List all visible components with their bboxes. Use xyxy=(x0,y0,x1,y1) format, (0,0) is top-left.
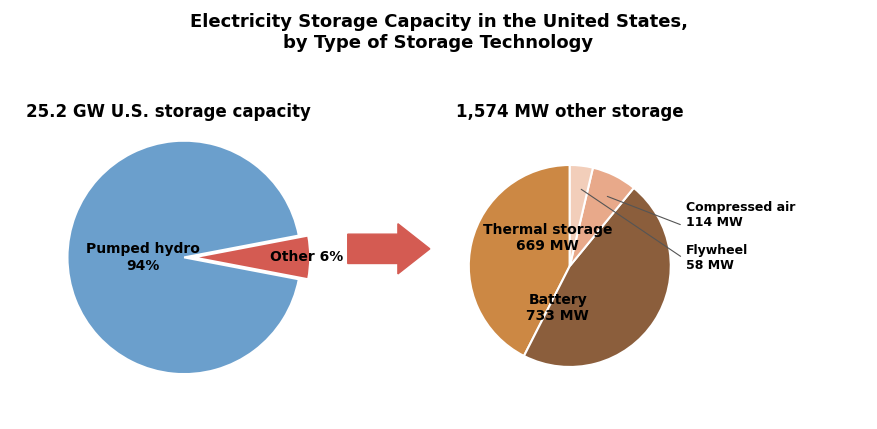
Wedge shape xyxy=(524,188,671,367)
Wedge shape xyxy=(194,236,310,279)
Wedge shape xyxy=(570,165,593,266)
Text: Electricity Storage Capacity in the United States,
by Type of Storage Technology: Electricity Storage Capacity in the Unit… xyxy=(189,13,688,51)
Text: Pumped hydro
94%: Pumped hydro 94% xyxy=(87,242,200,272)
Text: 25.2 GW U.S. storage capacity: 25.2 GW U.S. storage capacity xyxy=(26,103,311,121)
FancyArrow shape xyxy=(347,224,430,274)
Text: Flywheel
58 MW: Flywheel 58 MW xyxy=(686,244,748,272)
Text: Battery
733 MW: Battery 733 MW xyxy=(526,293,589,323)
Text: Thermal storage
669 MW: Thermal storage 669 MW xyxy=(483,223,612,253)
Text: Other 6%: Other 6% xyxy=(270,251,343,264)
Text: 1,574 MW other storage: 1,574 MW other storage xyxy=(456,103,684,121)
Wedge shape xyxy=(68,141,299,374)
Wedge shape xyxy=(570,168,634,266)
Text: Compressed air
114 MW: Compressed air 114 MW xyxy=(686,202,795,230)
Wedge shape xyxy=(469,165,570,356)
